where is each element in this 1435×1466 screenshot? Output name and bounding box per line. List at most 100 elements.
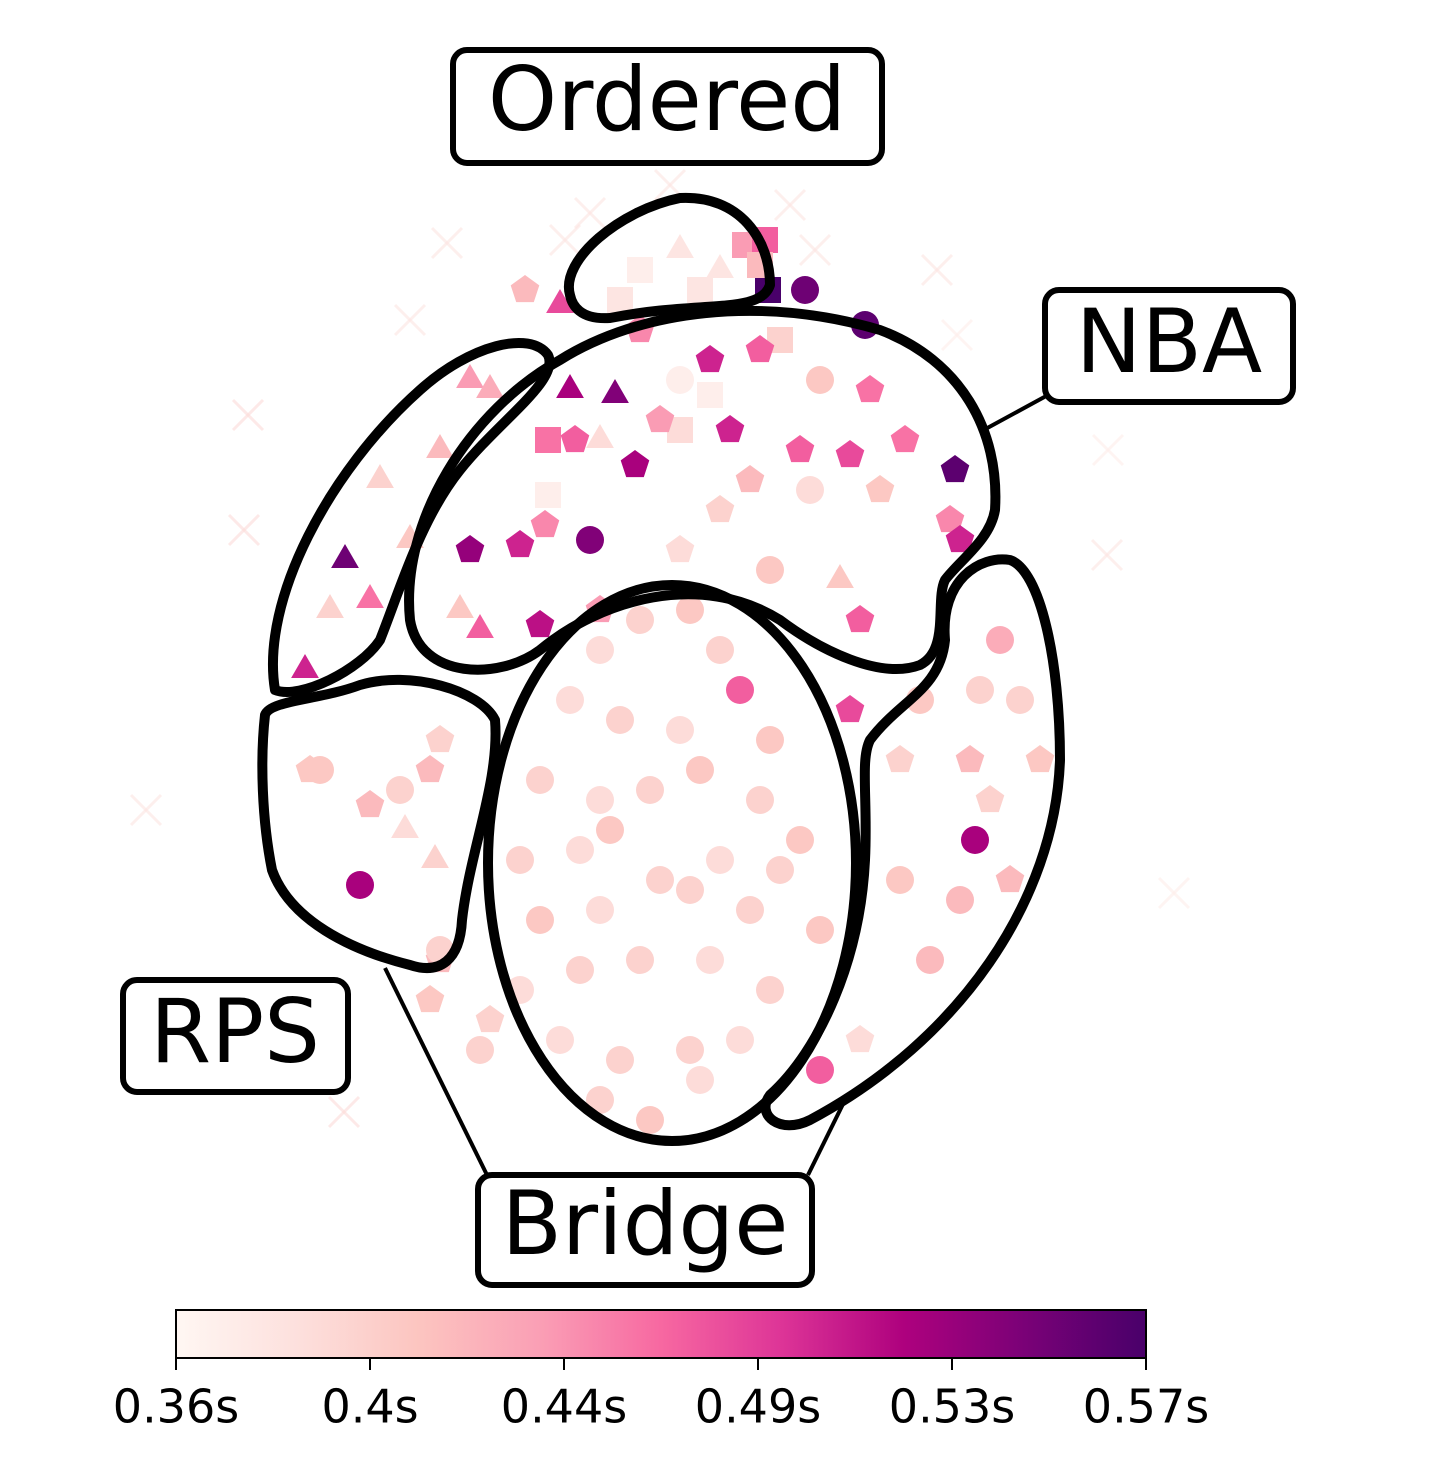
data-point <box>798 233 832 267</box>
data-point <box>791 276 819 304</box>
marker-circle <box>806 1056 834 1084</box>
marker-circle <box>586 1086 614 1114</box>
marker-circle <box>961 826 989 854</box>
marker-triangle <box>666 234 694 258</box>
marker-circle <box>676 596 704 624</box>
annotation-box <box>450 47 885 166</box>
data-point <box>736 896 764 924</box>
marker-circle <box>791 276 819 304</box>
data-point <box>231 398 265 432</box>
data-point <box>530 510 560 538</box>
marker-pentagon <box>715 415 745 443</box>
marker-x-stroke <box>653 168 687 202</box>
data-point <box>835 440 865 468</box>
marker-x-stroke <box>940 318 974 352</box>
data-point <box>1090 538 1124 572</box>
region-outline <box>404 305 1001 675</box>
marker-circle <box>966 676 994 704</box>
marker-square <box>535 482 561 508</box>
marker-circle <box>696 946 724 974</box>
data-point <box>766 856 794 884</box>
marker-circle <box>756 726 784 754</box>
data-point <box>526 906 554 934</box>
data-point <box>826 564 854 588</box>
data-point <box>756 976 784 1004</box>
marker-circle <box>566 836 594 864</box>
marker-circle <box>306 756 334 784</box>
colorbar-tick-label: 0.4s <box>321 1380 418 1434</box>
marker-x-stroke <box>430 226 464 260</box>
colorbar-tick-label: 0.44s <box>501 1380 627 1434</box>
marker-pentagon <box>845 1025 875 1053</box>
regions <box>257 192 1065 1146</box>
marker-triangle <box>446 594 474 618</box>
data-point <box>586 786 614 814</box>
marker-x-stroke <box>1157 876 1191 910</box>
data-point <box>697 382 723 408</box>
marker-pentagon <box>865 475 895 503</box>
marker-triangle <box>466 614 494 638</box>
data-point <box>505 530 535 558</box>
marker-square <box>697 382 723 408</box>
marker-circle <box>686 1066 714 1094</box>
data-point <box>806 916 834 944</box>
data-point <box>796 476 824 504</box>
marker-pentagon <box>455 535 485 563</box>
marker-circle <box>606 1046 634 1074</box>
marker-pentagon <box>415 755 445 783</box>
marker-circle <box>916 946 944 974</box>
marker-pentagon <box>510 275 540 303</box>
data-point <box>426 434 454 458</box>
data-point <box>666 366 694 394</box>
marker-pentagon <box>525 610 555 638</box>
marker-circle <box>546 1026 574 1054</box>
region-outline <box>483 580 861 1146</box>
marker-pentagon <box>855 375 885 403</box>
data-point <box>355 790 385 818</box>
data-point <box>645 405 675 433</box>
data-point <box>386 776 414 804</box>
marker-pentagon <box>560 425 590 453</box>
marker-x-stroke <box>920 253 954 287</box>
marker-triangle <box>316 594 344 618</box>
marker-triangle <box>456 364 484 388</box>
marker-triangle <box>421 844 449 868</box>
marker-pentagon <box>645 405 675 433</box>
marker-circle <box>606 706 634 734</box>
annotation-label: NBA <box>1076 290 1262 393</box>
data-point <box>525 610 555 638</box>
annotation-box <box>475 1172 815 1288</box>
data-point <box>687 277 713 303</box>
marker-circle <box>706 846 734 874</box>
marker-circle <box>796 476 824 504</box>
marker-circle <box>636 1106 664 1134</box>
marker-square <box>535 427 561 453</box>
colorbar-tick-label: 0.53s <box>889 1380 1015 1434</box>
data-point <box>920 253 954 287</box>
marker-circle <box>566 956 594 984</box>
data-point <box>1091 433 1125 467</box>
marker-pentagon <box>620 450 650 478</box>
marker-pentagon <box>935 505 965 533</box>
marker-x-stroke <box>1091 433 1125 467</box>
data-point <box>886 866 914 894</box>
data-point <box>596 816 624 844</box>
data-point <box>227 513 261 547</box>
marker-triangle <box>366 464 394 488</box>
data-point <box>356 584 384 608</box>
data-point <box>546 1026 574 1054</box>
marker-x-stroke <box>327 1095 361 1129</box>
annotation-label: Ordered <box>488 48 846 151</box>
marker-x-stroke <box>798 233 832 267</box>
marker-square <box>627 257 653 283</box>
annotation-box <box>1042 287 1296 405</box>
data-point <box>955 745 985 773</box>
marker-x-stroke <box>227 513 261 547</box>
data-point <box>425 725 455 753</box>
data-point <box>586 1086 614 1114</box>
connector <box>806 1099 847 1176</box>
data-point <box>916 946 944 974</box>
marker-x-stroke <box>548 223 582 257</box>
data-point <box>975 785 1005 813</box>
marker-circle <box>756 556 784 584</box>
